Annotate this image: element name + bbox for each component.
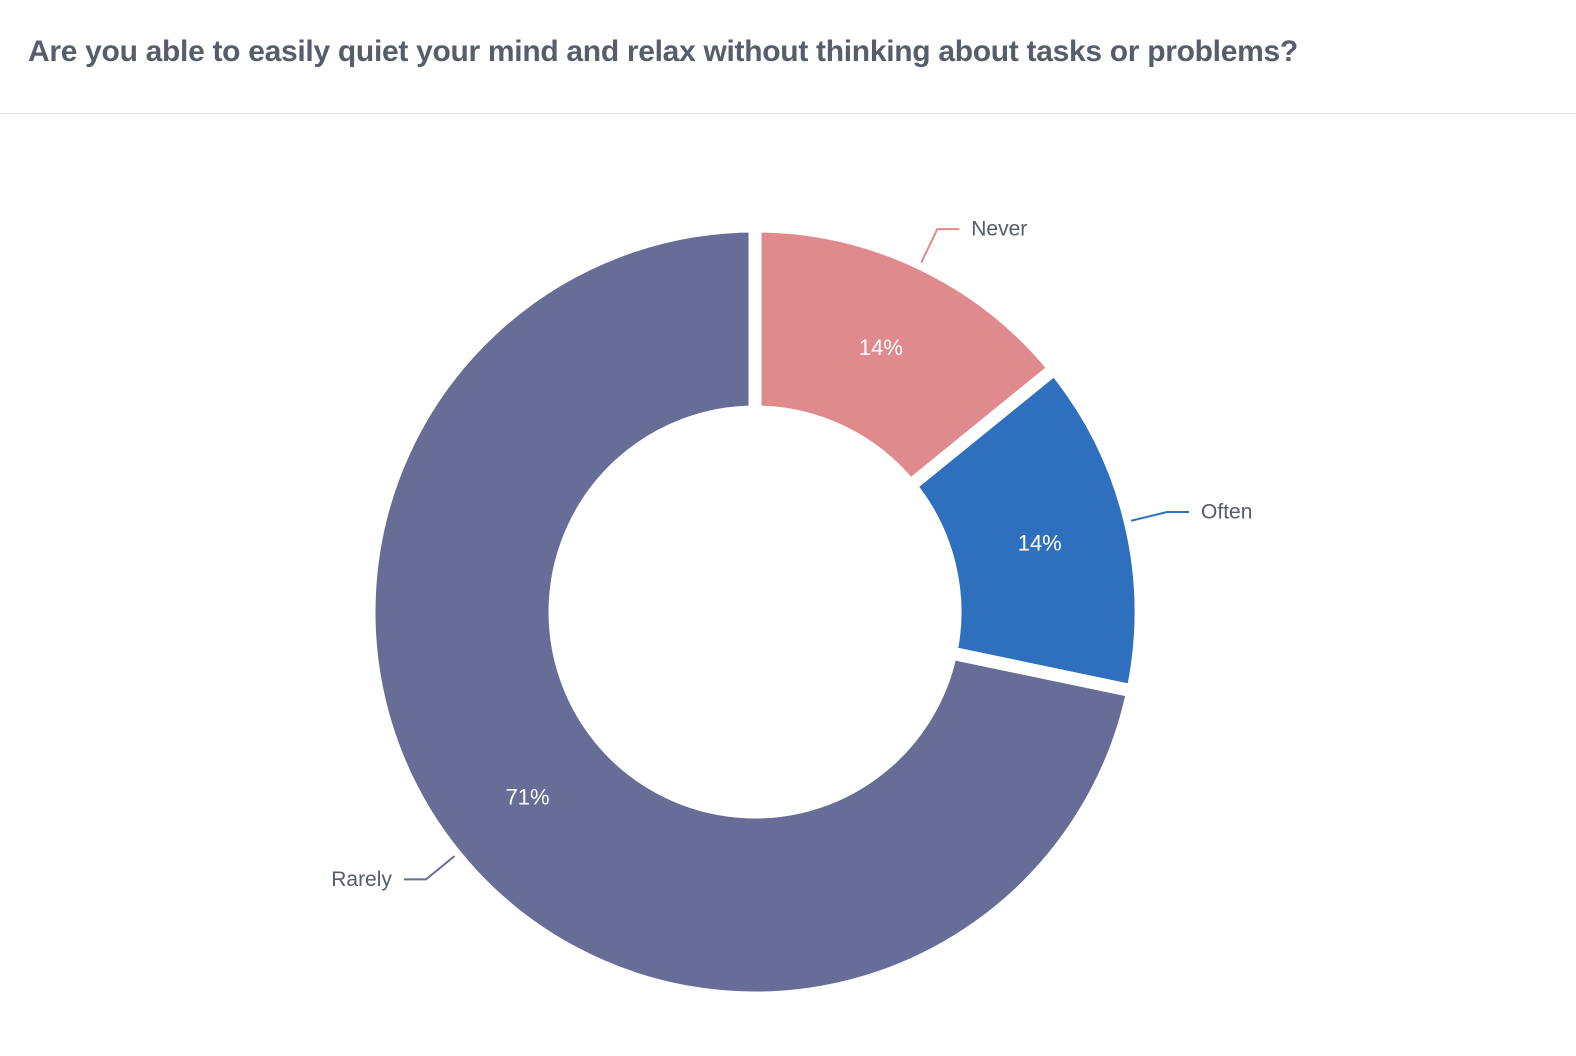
pie-slice-never[interactable] xyxy=(748,219,1064,496)
slice-percent-label-often: 14% xyxy=(1018,530,1062,555)
page-title: Are you able to easily quiet your mind a… xyxy=(28,35,1298,68)
donut-chart: 14% Never 14% Often 71% Rarely xyxy=(0,114,1576,1055)
pie-slice-rarely[interactable] xyxy=(362,219,1141,1005)
callout-line-rarely xyxy=(403,855,456,881)
donut-chart-svg: 14% Never 14% Often 71% Rarely xyxy=(331,218,1252,1005)
callout-label-rarely: Rarely xyxy=(331,868,392,891)
slice-percent-label-never: 14% xyxy=(859,335,903,360)
slice-percent-label-rarely: 71% xyxy=(506,784,550,809)
callout-label-never: Never xyxy=(971,218,1027,241)
header: Are you able to easily quiet your mind a… xyxy=(0,0,1576,114)
callout-line-never xyxy=(920,228,960,263)
callout-label-often: Often xyxy=(1201,501,1252,524)
pie-slice-often[interactable] xyxy=(901,359,1148,699)
callout-line-often xyxy=(1130,511,1190,522)
